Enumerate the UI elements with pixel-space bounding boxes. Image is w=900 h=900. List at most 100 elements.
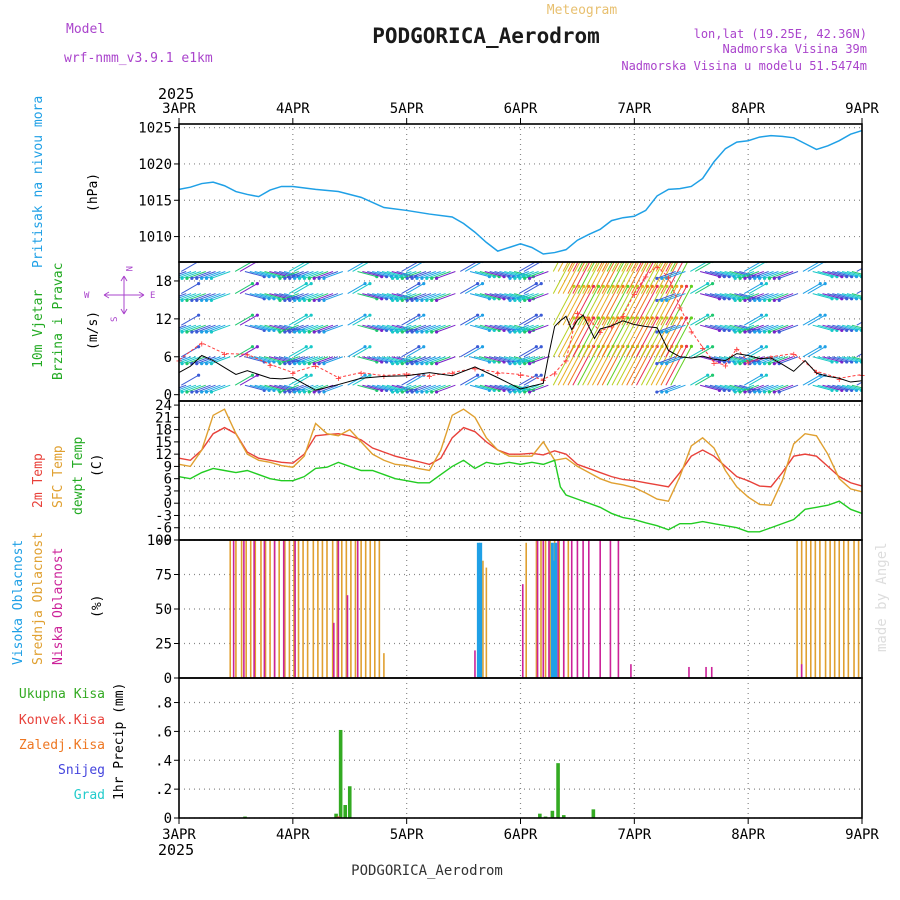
wind-ytick-label: 12: [155, 312, 172, 328]
precip-panel: [243, 729, 596, 818]
mid-cloud-bar: [321, 540, 324, 678]
wind-arrow-head: [196, 281, 201, 286]
wind-arrow: [636, 286, 658, 326]
wind-arrow-head: [743, 362, 747, 366]
wind-arrow-head: [660, 276, 664, 280]
wind-arrow-head: [190, 298, 194, 303]
wind-arrow-head: [748, 276, 752, 280]
wind-arrow: [514, 271, 534, 279]
wind-arrow: [759, 293, 779, 301]
wind-arrow: [179, 293, 187, 297]
wind-arrow-head: [434, 276, 439, 280]
mid-cloud-bar: [819, 540, 821, 678]
wind-arrow: [179, 293, 192, 299]
mid-cloud-bar: [336, 540, 339, 678]
precip-unit: 1hr Precip (mm): [112, 683, 127, 800]
wind-arrow-head: [368, 281, 372, 286]
wind-arrow: [596, 262, 603, 272]
wind-arrow: [191, 324, 211, 333]
wind-arrow: [299, 384, 319, 393]
wind-gust-marker: +: [677, 303, 683, 314]
wind-arrow-head: [410, 276, 414, 280]
wind-arrow: [524, 356, 544, 365]
wind-gust-marker: +: [381, 372, 387, 383]
low-cloud-bar: [542, 540, 545, 678]
wind-arrow: [426, 384, 446, 393]
wind-arrow-head: [283, 276, 287, 280]
wind-arrow: [352, 346, 371, 358]
wind-arrow: [347, 283, 366, 295]
wind-arrow: [670, 262, 677, 272]
wind-arrow: [606, 262, 625, 294]
wind-arrow: [699, 384, 720, 391]
wind-arrow: [856, 381, 862, 386]
bottom-date-label: 9APR: [845, 827, 879, 843]
wind-arrow: [837, 324, 857, 331]
wind-arrow: [494, 384, 514, 391]
wind-arrow-head: [660, 231, 663, 234]
wind-arrow: [655, 317, 678, 358]
wind-arrow-head: [680, 316, 684, 320]
wind-ytick-label: 6: [164, 350, 172, 366]
wind-arrow-head: [317, 362, 321, 366]
wind-arrow: [714, 293, 735, 300]
wind-arrow: [179, 384, 192, 391]
bottom-time-axis: 3APR 4APR 5APR 6APR 7APR 8APR 9APR: [162, 818, 879, 843]
wind-arrow-head: [823, 281, 827, 286]
wind-arrow-head: [680, 284, 684, 288]
bottom-date-label: 6APR: [504, 827, 538, 843]
mid-cloud-bar: [535, 540, 538, 678]
temp-ytick-label: -6: [155, 521, 172, 537]
wind-arrow: [592, 262, 599, 272]
temp-ytick-label: 18: [155, 423, 172, 439]
wind-arrow: [181, 324, 202, 333]
wind-arrow: [314, 271, 334, 279]
wind-arrow: [318, 356, 339, 365]
wind-arrow: [372, 270, 392, 278]
wind-arrow-head: [508, 276, 512, 280]
wind-gust-marker: +: [518, 370, 524, 381]
wind-arrow-head: [616, 316, 620, 320]
wind-arrow: [743, 374, 762, 386]
wind-arrow: [841, 270, 862, 278]
wind-arrow: [279, 384, 299, 393]
wind-arrow: [699, 270, 720, 278]
wind-arrow-head: [405, 276, 409, 280]
temperature-panel: [178, 408, 863, 533]
wind-arrow: [661, 271, 681, 279]
wind-arrow: [357, 270, 377, 278]
wind-arrow: [743, 314, 762, 326]
wind-arrow: [748, 283, 767, 295]
wind-arrow-head: [738, 330, 742, 334]
wind-arrow: [181, 356, 202, 365]
mid-cloud-bar: [829, 540, 831, 678]
wind-gust-marker: +: [290, 369, 296, 380]
top-date-label: 4APR: [276, 101, 310, 117]
wind-arrow-head: [621, 231, 624, 234]
wind-arrow-head: [430, 276, 434, 280]
mid-cloud-bar: [525, 542, 527, 678]
wind-arrow: [640, 262, 659, 294]
wind-arrow: [735, 356, 755, 365]
wind-arrow: [181, 346, 199, 358]
wind-arrow: [494, 270, 514, 278]
wind-arrow: [592, 262, 610, 294]
wind-arrow: [376, 324, 397, 331]
mid-cloud-bar: [809, 540, 812, 678]
wind-arrow-head: [534, 373, 538, 377]
wind-arrow-head: [870, 389, 873, 392]
wind-arrow: [802, 346, 821, 358]
wind-arrow-head: [762, 298, 767, 303]
wind-gust-marker: +: [199, 339, 205, 350]
wind-arrow: [484, 384, 505, 391]
wind-arrow: [293, 374, 312, 386]
precip-total-bar: [561, 815, 566, 818]
mid-cloud-bar: [331, 540, 334, 678]
wind-arrow-head: [607, 231, 610, 234]
wind-arrow: [284, 324, 304, 333]
low-cloud-bar: [536, 540, 539, 678]
wind-arrow: [557, 262, 564, 272]
wind-arrow-head: [425, 390, 429, 394]
wind-arrow: [323, 356, 343, 365]
wind-arrow-head: [582, 253, 585, 256]
